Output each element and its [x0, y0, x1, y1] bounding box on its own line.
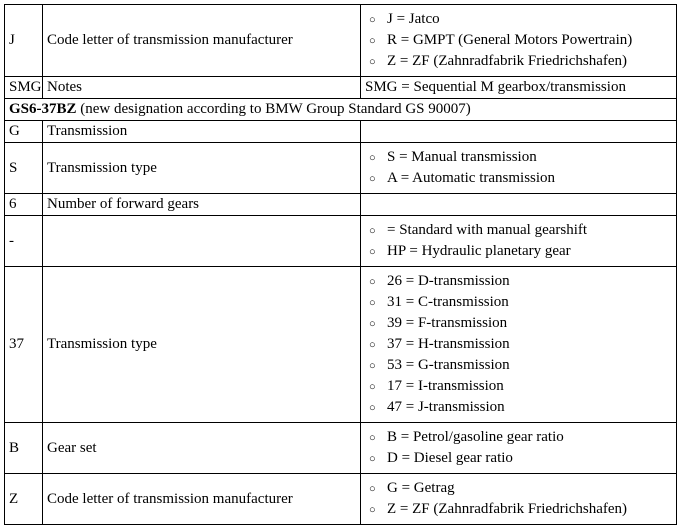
table-row: GS6-37BZ (new designation according to B… — [5, 99, 677, 121]
detail-list-item: 31 = C-transmission — [387, 292, 672, 313]
description-cell — [43, 216, 361, 267]
detail-list: J = JatcoR = GMPT (General Motors Powert… — [365, 9, 672, 72]
detail-list-item: J = Jatco — [387, 9, 672, 30]
transmission-code-table: JCode letter of transmission manufacture… — [4, 4, 677, 525]
detail-cell: 26 = D-transmission31 = C-transmission39… — [361, 267, 677, 423]
detail-list-item: 37 = H-transmission — [387, 334, 672, 355]
detail-list-item: HP = Hydraulic planetary gear — [387, 241, 672, 262]
detail-cell: SMG = Sequential M gearbox/transmission — [361, 77, 677, 99]
detail-list-item: Z = ZF (Zahnradfabrik Friedrichshafen) — [387, 499, 672, 520]
detail-list: B = Petrol/gasoline gear ratioD = Diesel… — [365, 427, 672, 469]
table-row: BGear setB = Petrol/gasoline gear ratioD… — [5, 423, 677, 474]
table-row: 37Transmission type26 = D-transmission31… — [5, 267, 677, 423]
code-cell: 37 — [5, 267, 43, 423]
detail-list-item: A = Automatic transmission — [387, 168, 672, 189]
description-cell: Transmission type — [43, 143, 361, 194]
table-row: JCode letter of transmission manufacture… — [5, 5, 677, 77]
table-row: SMGNotesSMG = Sequential M gearbox/trans… — [5, 77, 677, 99]
table-row: ZCode letter of transmission manufacture… — [5, 474, 677, 525]
code-cell: B — [5, 423, 43, 474]
detail-list-item: 47 = J-transmission — [387, 397, 672, 418]
table-row: 6Number of forward gears — [5, 194, 677, 216]
description-cell: Code letter of transmission manufacturer — [43, 5, 361, 77]
detail-cell: S = Manual transmissionA = Automatic tra… — [361, 143, 677, 194]
detail-cell: G = GetragZ = ZF (Zahnradfabrik Friedric… — [361, 474, 677, 525]
header-note: (new designation according to BMW Group … — [77, 101, 471, 117]
table-row: GTransmission — [5, 121, 677, 143]
table-row: - = Standard with manual gearshiftHP = Hy… — [5, 216, 677, 267]
detail-list-item: 26 = D-transmission — [387, 271, 672, 292]
header-code: GS6-37BZ — [9, 101, 77, 117]
detail-cell — [361, 194, 677, 216]
detail-list: = Standard with manual gearshiftHP = Hyd… — [365, 220, 672, 262]
detail-list-item: B = Petrol/gasoline gear ratio — [387, 427, 672, 448]
description-cell: Notes — [43, 77, 361, 99]
code-cell: - — [5, 216, 43, 267]
description-cell: Gear set — [43, 423, 361, 474]
description-cell: Number of forward gears — [43, 194, 361, 216]
detail-list: S = Manual transmissionA = Automatic tra… — [365, 147, 672, 189]
detail-list-item: 17 = I-transmission — [387, 376, 672, 397]
code-cell: G — [5, 121, 43, 143]
detail-cell: B = Petrol/gasoline gear ratioD = Diesel… — [361, 423, 677, 474]
detail-list-item: S = Manual transmission — [387, 147, 672, 168]
description-cell: Transmission type — [43, 267, 361, 423]
code-cell: 6 — [5, 194, 43, 216]
detail-list: 26 = D-transmission31 = C-transmission39… — [365, 271, 672, 418]
detail-list-item: R = GMPT (General Motors Powertrain) — [387, 30, 672, 51]
detail-cell — [361, 121, 677, 143]
detail-list-item: Z = ZF (Zahnradfabrik Friedrichshafen) — [387, 51, 672, 72]
code-cell: SMG — [5, 77, 43, 99]
section-header: GS6-37BZ (new designation according to B… — [5, 99, 677, 121]
description-cell: Code letter of transmission manufacturer — [43, 474, 361, 525]
detail-list-item: G = Getrag — [387, 478, 672, 499]
code-cell: Z — [5, 474, 43, 525]
detail-list-item: D = Diesel gear ratio — [387, 448, 672, 469]
code-cell: S — [5, 143, 43, 194]
detail-cell: J = JatcoR = GMPT (General Motors Powert… — [361, 5, 677, 77]
detail-list-item: 39 = F-transmission — [387, 313, 672, 334]
detail-list-item: 53 = G-transmission — [387, 355, 672, 376]
detail-cell: = Standard with manual gearshiftHP = Hyd… — [361, 216, 677, 267]
table-row: STransmission typeS = Manual transmissio… — [5, 143, 677, 194]
detail-list: G = GetragZ = ZF (Zahnradfabrik Friedric… — [365, 478, 672, 520]
description-cell: Transmission — [43, 121, 361, 143]
code-cell: J — [5, 5, 43, 77]
detail-list-item: = Standard with manual gearshift — [387, 220, 672, 241]
